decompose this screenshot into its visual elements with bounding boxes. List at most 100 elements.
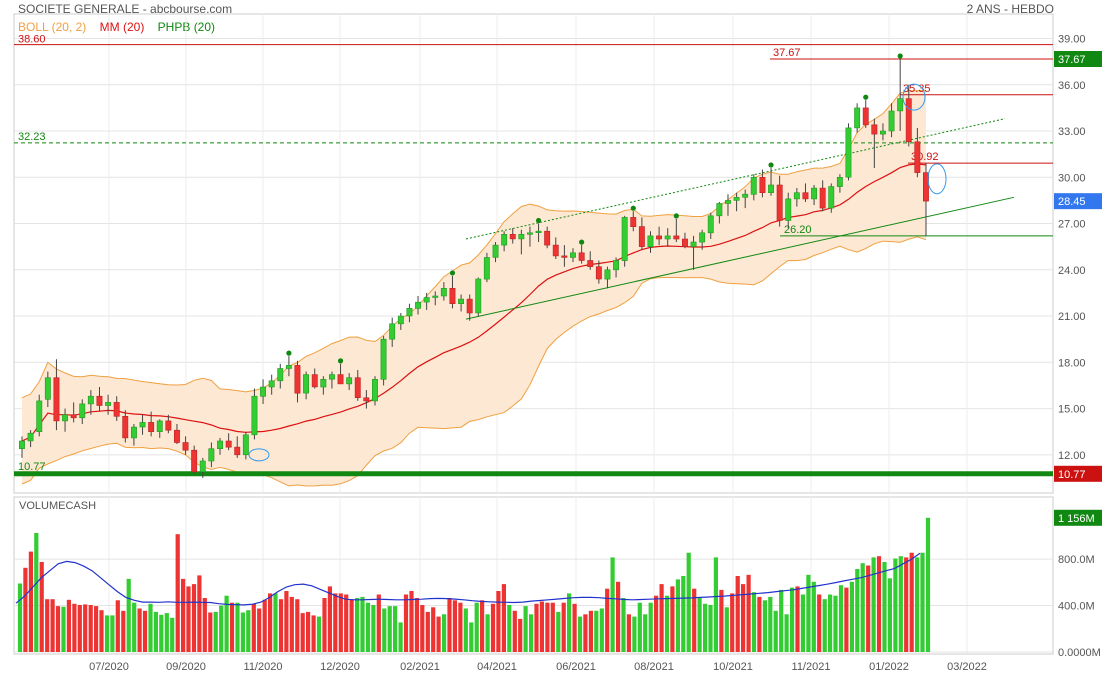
volume-bar	[583, 614, 588, 652]
time-tick-label: 07/2020	[89, 661, 129, 673]
candle	[862, 100, 869, 128]
volume-bar	[686, 552, 691, 652]
candle	[544, 226, 551, 249]
candle	[647, 231, 654, 253]
candle-body	[277, 368, 284, 382]
candle-body	[234, 446, 241, 456]
candle-body	[828, 186, 835, 209]
legend-boll[interactable]: BOLL (20, 2)	[18, 20, 87, 34]
chart-title: SOCIETE GENERALE - abcbourse.com	[18, 2, 233, 16]
candle-body	[613, 260, 620, 271]
candle	[62, 408, 69, 432]
candle	[354, 370, 361, 401]
candle	[914, 127, 921, 178]
moving-average-line	[21, 163, 927, 442]
legend-phpb[interactable]: PHPB (20)	[157, 20, 216, 34]
legend-mm[interactable]: MM (20)	[99, 20, 145, 34]
candle	[87, 390, 94, 415]
volume-bar	[403, 594, 409, 652]
volume-average-line	[15, 552, 921, 606]
candle-body	[879, 130, 886, 135]
volume-bar	[561, 602, 566, 652]
volume-bar	[811, 581, 816, 652]
volume-bar	[703, 603, 708, 652]
candle	[208, 442, 215, 468]
volume-panel-frame	[13, 496, 1054, 655]
candle-body	[785, 198, 792, 221]
volume-bar	[344, 594, 349, 652]
candle	[380, 336, 387, 386]
volume-bar	[463, 608, 468, 652]
candle-body	[681, 238, 688, 247]
candle	[36, 394, 43, 437]
volume-bar	[251, 603, 256, 652]
volume-bar	[920, 552, 925, 652]
candle-body	[819, 187, 826, 209]
candle-body	[914, 141, 921, 173]
volume-bar	[577, 616, 583, 652]
volume-bar	[284, 591, 289, 652]
candle	[122, 410, 129, 443]
candle-body	[707, 215, 714, 234]
volume-bar	[518, 618, 523, 652]
candle	[690, 235, 697, 270]
candle-body	[578, 252, 585, 261]
volume-bar	[191, 584, 197, 652]
volume-bar	[751, 592, 757, 652]
candle-body	[509, 234, 516, 240]
candle-body	[36, 400, 43, 432]
volume-bar	[675, 579, 680, 652]
candle	[113, 396, 120, 421]
candle-body	[217, 440, 223, 449]
candle-body	[397, 315, 404, 325]
candle-body	[544, 230, 551, 246]
candle-body	[406, 307, 413, 317]
volume-bar	[153, 611, 158, 652]
volume-bar	[355, 598, 360, 652]
high-marker-dot	[579, 239, 585, 245]
candle-body	[604, 269, 611, 280]
candle	[320, 376, 327, 395]
volume-bar	[817, 594, 822, 652]
candle	[371, 376, 378, 406]
volume-bar	[295, 599, 300, 652]
candle	[268, 374, 275, 395]
volume-bar	[77, 605, 82, 652]
high-marker-dot	[630, 205, 636, 211]
volume-bar	[409, 591, 414, 652]
candle-body	[380, 338, 387, 380]
high-marker-dot	[673, 213, 679, 219]
candle-body	[199, 460, 206, 473]
signal-ellipse-mid	[927, 163, 947, 195]
volume-bar	[306, 611, 311, 652]
candle-body	[759, 177, 766, 194]
candle-body	[922, 172, 929, 202]
candle	[311, 368, 318, 389]
volume-bar	[278, 599, 284, 652]
candle-body	[354, 377, 361, 399]
volume-bar	[387, 606, 392, 652]
candle	[156, 419, 163, 438]
candle	[397, 312, 404, 330]
signal-ellipse-low	[248, 448, 270, 462]
candle	[191, 445, 198, 474]
candle-body	[208, 448, 215, 462]
price-badge-label: 28.45	[1058, 196, 1086, 208]
high-2y-label: 38.60	[18, 34, 46, 46]
volume-bar	[349, 599, 354, 652]
candle	[716, 201, 723, 224]
candle	[518, 229, 525, 255]
candle-body	[768, 184, 775, 193]
volume-bar	[83, 604, 88, 652]
candle	[337, 363, 344, 385]
candle	[53, 359, 60, 431]
price-badge	[1054, 193, 1102, 210]
candle	[897, 59, 904, 132]
volume-bar	[175, 534, 180, 652]
volume-bar	[126, 578, 131, 652]
phpb-level-label: 32.23	[18, 131, 46, 143]
volume-bar	[844, 587, 849, 652]
candle	[449, 275, 456, 309]
candle	[225, 433, 232, 451]
